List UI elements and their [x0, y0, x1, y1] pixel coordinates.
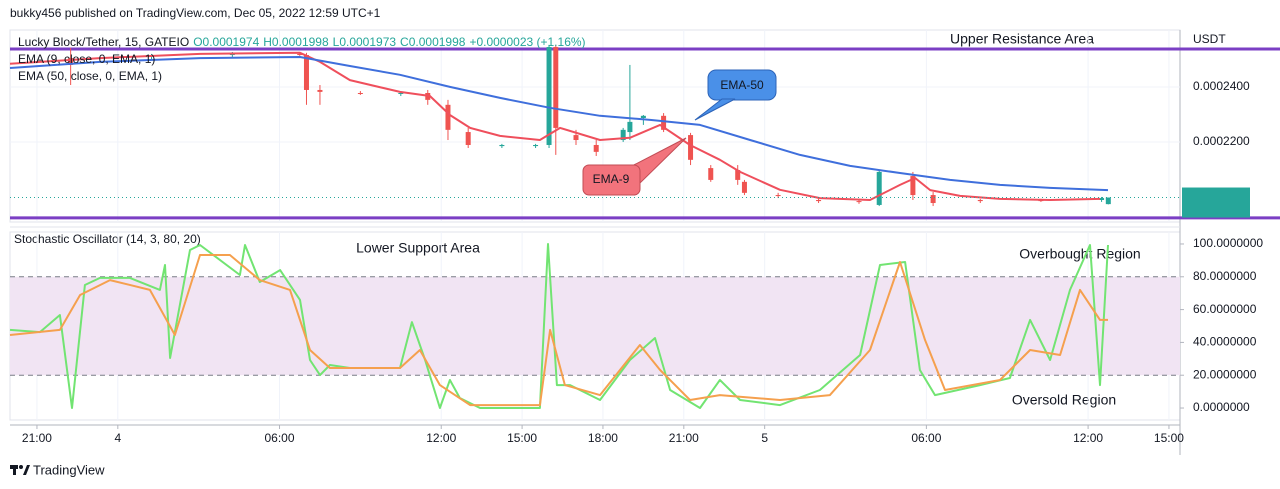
- x-tick-label: 15:00: [507, 431, 537, 445]
- series-line: [9, 51, 1101, 201]
- candle-body: [68, 58, 74, 65]
- y-tick-label: 100.0000000: [1193, 236, 1263, 250]
- x-tick-label: 21:00: [22, 431, 52, 445]
- candle-body: [445, 104, 451, 130]
- upper-label: Upper Resistance Area: [950, 31, 1094, 47]
- x-tick-label: 21:00: [669, 431, 699, 445]
- x-tick-label: 12:00: [1073, 431, 1103, 445]
- candle-body: [816, 199, 822, 202]
- candle-body: [553, 47, 559, 128]
- x-tick-label: 15:00: [1154, 431, 1184, 445]
- ema9-legend: EMA (9, close, 0, EMA, 1): [18, 52, 155, 66]
- ema9-box: [582, 164, 641, 196]
- candle-body: [593, 144, 599, 152]
- series-name: EMA (50, close, 0, EMA, 1): [18, 69, 163, 83]
- publisher: bukky456 published on TradingView.com, D…: [10, 6, 381, 20]
- candle-body: [930, 195, 936, 204]
- ema50-legend: EMA (50, close, 0, EMA, 1): [18, 69, 162, 83]
- y-tick-label: 0.0002200: [1193, 134, 1250, 148]
- x-tick-label: 4: [114, 431, 121, 445]
- candle-body: [303, 55, 309, 90]
- candle-body: [735, 170, 741, 180]
- currency: USDT: [1193, 32, 1226, 46]
- y-tick-label: 20.0000000: [1193, 367, 1257, 381]
- ema50-label: EMA-50: [720, 78, 764, 92]
- candle-body: [910, 176, 916, 196]
- ema50-pointer: [694, 98, 736, 121]
- stoch-title: Stochastic Oscillator (14, 3, 80, 20): [14, 232, 201, 246]
- candle-body: [499, 144, 505, 147]
- open: O0.0001974: [193, 35, 260, 49]
- symbol-legend: Lucky Block/Tether, 15, GATEIO O0.000197…: [18, 35, 586, 49]
- candle-body: [546, 47, 552, 145]
- y-tick-label: 60.0000000: [1193, 302, 1257, 316]
- last-price-box: [1182, 187, 1250, 218]
- footer-brand: TradingView: [33, 462, 105, 477]
- y-tick-label: 40.0000000: [1193, 335, 1257, 349]
- candle-body: [317, 89, 323, 92]
- candle-body: [688, 135, 694, 160]
- x-tick-label: 18:00: [588, 431, 618, 445]
- candle-body: [1099, 198, 1105, 200]
- symbol: Lucky Block/Tether, 15, GATEIO: [18, 35, 190, 49]
- x-tick-label: 06:00: [911, 431, 941, 445]
- close: C0.0001998: [400, 35, 466, 49]
- candle-body: [741, 181, 747, 193]
- series-name: EMA (9, close, 0, EMA, 1): [18, 52, 156, 66]
- y-tick-label: 0.0002400: [1193, 79, 1250, 93]
- series-line: [9, 56, 1109, 192]
- change: +0.0000023 (+1.16%): [469, 35, 586, 49]
- candle-body: [856, 201, 862, 203]
- tv-logo: [10, 465, 30, 475]
- low: L0.0001973: [332, 35, 397, 49]
- candle-body: [357, 92, 363, 94]
- oscillator-band: [10, 276, 1180, 376]
- series-line: [9, 254, 1108, 407]
- candle-body: [398, 92, 404, 94]
- candle-body: [297, 53, 303, 56]
- candle-body: [620, 129, 626, 141]
- ema9-label: EMA-9: [593, 172, 630, 186]
- candle-body: [465, 132, 471, 145]
- candle-body: [640, 115, 646, 119]
- y-tick-label: 0.0000000: [1193, 400, 1250, 414]
- x-tick-label: 12:00: [426, 431, 456, 445]
- y-tick-label: 80.0000000: [1193, 269, 1257, 283]
- lower-label: Lower Support Area: [356, 240, 480, 256]
- candle-body: [708, 168, 714, 180]
- candle-body: [627, 121, 633, 133]
- candle-body: [533, 144, 539, 147]
- candle-body: [573, 135, 579, 141]
- ema50-box: [707, 69, 777, 101]
- candle-body: [775, 195, 781, 197]
- series-line: [9, 243, 1109, 409]
- x-tick-label: 5: [761, 431, 768, 445]
- high: H0.0001998: [263, 35, 329, 49]
- x-tick-label: 06:00: [265, 431, 295, 445]
- candle-body: [661, 115, 667, 130]
- candle-body: [876, 171, 882, 205]
- oversold-label: Oversold Region: [1012, 392, 1116, 408]
- overbought-label: Overbought Region: [1019, 246, 1140, 262]
- candle-body: [1105, 197, 1111, 205]
- candle-body: [977, 199, 983, 202]
